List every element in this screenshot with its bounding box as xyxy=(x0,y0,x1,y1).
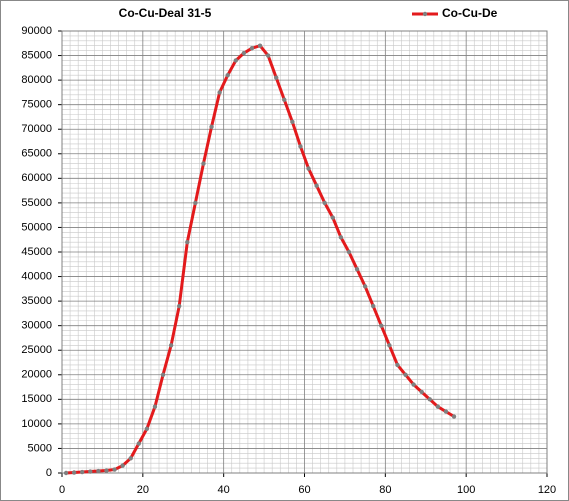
data-point xyxy=(225,73,230,78)
data-point xyxy=(338,235,344,240)
y-tick-label: 0 xyxy=(46,467,52,479)
data-point xyxy=(265,53,271,58)
data-point xyxy=(112,467,117,472)
legend-label: Co-Cu-De xyxy=(442,6,498,20)
y-tick-label: 50000 xyxy=(21,221,52,233)
data-point xyxy=(241,50,247,56)
data-point xyxy=(282,97,287,102)
data-point xyxy=(233,58,238,63)
data-point xyxy=(249,45,255,51)
data-point xyxy=(128,456,133,461)
data-point xyxy=(403,372,408,377)
data-point xyxy=(395,362,400,368)
data-point xyxy=(80,469,85,475)
data-point xyxy=(120,463,125,468)
y-tick-label: 55000 xyxy=(21,197,52,209)
y-tick-label: 5000 xyxy=(28,442,52,454)
data-point xyxy=(201,161,206,166)
data-point xyxy=(185,239,190,245)
x-tick-label: 60 xyxy=(298,484,310,496)
data-point xyxy=(419,389,424,395)
y-tick-label: 40000 xyxy=(21,270,52,282)
y-tick-label: 75000 xyxy=(21,99,52,111)
y-tick-label: 90000 xyxy=(21,25,52,37)
plot-frame xyxy=(61,30,548,474)
y-tick-label: 65000 xyxy=(21,148,52,160)
x-tick-label: 80 xyxy=(379,484,391,496)
y-tick-label: 15000 xyxy=(21,393,52,405)
y-tick-label: 85000 xyxy=(21,49,52,61)
data-point xyxy=(362,284,368,289)
data-point xyxy=(379,323,384,328)
x-tick-label: 100 xyxy=(457,484,475,496)
data-point xyxy=(346,249,352,255)
data-point xyxy=(306,166,311,171)
data-point xyxy=(88,469,93,474)
data-point xyxy=(71,470,77,475)
data-point xyxy=(96,468,101,474)
y-tick-label: 25000 xyxy=(21,344,52,356)
data-point xyxy=(144,426,150,431)
y-tick-label: 20000 xyxy=(21,369,52,381)
data-point xyxy=(209,124,214,129)
data-point xyxy=(63,470,69,476)
data-point xyxy=(193,200,198,206)
x-tick-label: 20 xyxy=(137,484,149,496)
data-point xyxy=(411,382,416,387)
y-tick-label: 80000 xyxy=(21,74,52,86)
data-point xyxy=(104,468,109,473)
legend-marker xyxy=(422,11,428,17)
y-tick-label: 70000 xyxy=(21,123,52,135)
data-point xyxy=(136,441,141,446)
data-point xyxy=(177,303,182,309)
data-point xyxy=(371,303,376,309)
x-tick-label: 120 xyxy=(538,484,556,496)
data-point xyxy=(354,266,360,272)
y-tick-label: 45000 xyxy=(21,246,52,258)
x-tick-label: 40 xyxy=(218,484,230,496)
data-point xyxy=(322,200,327,206)
chart-title: Co-Cu-Deal 31-5 xyxy=(119,6,212,20)
data-point xyxy=(257,43,263,48)
data-point xyxy=(217,90,222,95)
data-point xyxy=(387,343,392,348)
data-point xyxy=(160,372,166,377)
data-point xyxy=(427,397,432,402)
data-point xyxy=(330,215,335,220)
data-point xyxy=(451,414,457,419)
x-tick-label: 0 xyxy=(59,484,65,496)
data-point xyxy=(443,409,449,414)
y-tick-label: 60000 xyxy=(21,172,52,184)
y-tick-label: 30000 xyxy=(21,320,52,332)
data-point xyxy=(298,144,303,149)
y-tick-label: 35000 xyxy=(21,295,52,307)
data-point xyxy=(435,404,441,409)
y-tick-label: 10000 xyxy=(21,418,52,430)
data-point xyxy=(314,183,319,188)
data-point xyxy=(152,404,158,409)
data-point xyxy=(168,343,174,348)
data-point xyxy=(290,119,295,125)
data-point xyxy=(274,75,279,80)
